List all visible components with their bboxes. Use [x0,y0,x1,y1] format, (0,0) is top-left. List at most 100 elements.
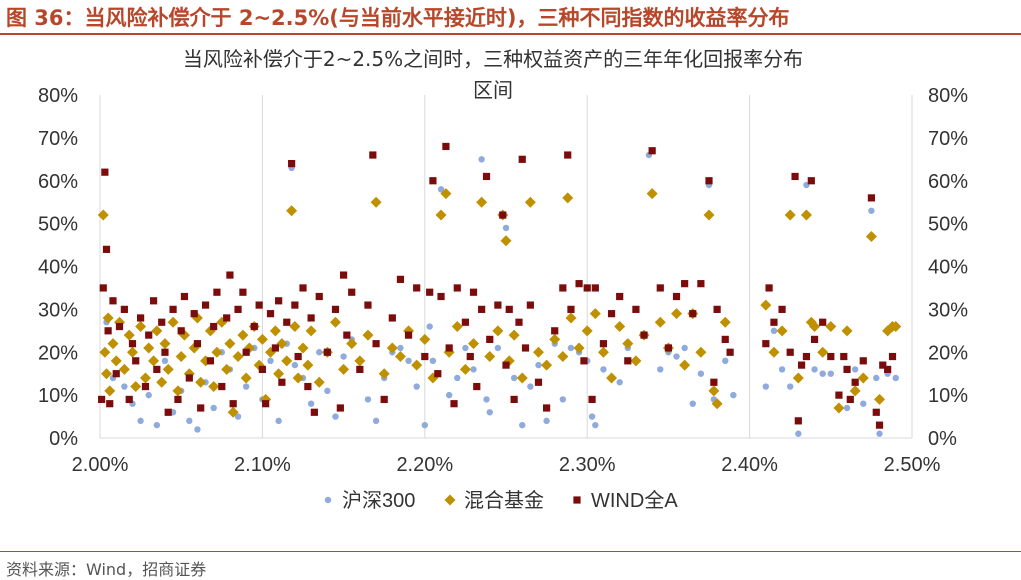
data-point [515,318,523,326]
data-point [186,417,193,425]
data-point [630,355,642,367]
data-point [292,372,304,384]
y-tick-label-right: 70% [928,128,968,150]
data-point [516,372,528,384]
data-point [562,192,574,204]
data-point [575,280,583,288]
y-tick-label-right: 80% [928,85,968,107]
data-point [573,342,585,354]
data-point [719,316,731,328]
data-point [275,297,283,305]
y-tick-label-left: 10% [38,385,78,407]
data-point [413,383,420,390]
data-point [564,151,572,159]
data-point [591,284,599,292]
data-point [624,357,632,365]
data-point [510,374,518,382]
data-point [104,327,112,335]
data-point [592,421,599,429]
data-point [778,305,786,313]
data-point [149,297,158,305]
data-point [242,383,250,390]
data-point [413,284,421,292]
data-point [104,385,116,397]
data-point [185,374,193,382]
data-point [286,205,298,217]
data-point [600,366,607,373]
data-point [879,361,887,369]
data-point [583,284,591,292]
data-point [559,396,567,403]
data-point [484,351,496,363]
data-point [588,413,596,420]
data-point [332,413,339,420]
data-point [297,342,309,354]
data-point [137,314,145,322]
data-point [338,363,350,375]
data-point [289,321,301,333]
data-point [394,351,406,363]
data-point [213,288,221,296]
data-point [281,355,293,367]
data-point [524,196,536,208]
data-point [765,284,773,292]
data-point [324,387,331,395]
data-point [526,301,534,309]
data-point [141,382,150,391]
data-point [106,400,114,408]
legend-marker [444,494,456,506]
y-tick-label-left: 70% [38,128,78,150]
data-point [336,404,344,412]
data-point [786,348,794,356]
data-point [313,376,325,388]
data-point [710,378,718,386]
data-point [722,357,729,365]
data-point [153,421,161,429]
data-point [502,361,510,369]
data-point [527,383,534,390]
data-point [262,400,270,408]
data-point [599,340,608,348]
data-point [483,396,490,403]
data-point [494,344,502,352]
series-0 [101,151,899,437]
series-2 [98,142,897,429]
scatter-chart: 当风险补偿介于2~2.5%之间时，三种权益资产的三年年化回报率分布 区间 0% 1… [38,47,968,512]
legend: 沪深300 混合基金 WIND全A [324,489,678,512]
data-point [256,333,268,345]
data-point [386,342,398,354]
data-point [726,348,734,356]
data-point [305,325,317,337]
data-point [242,348,250,356]
data-point [567,344,575,352]
data-point [817,346,829,358]
data-point [378,368,390,380]
data-point [476,196,488,208]
data-point [195,376,207,388]
data-point [453,284,461,292]
data-point [362,329,374,341]
data-point [606,372,618,384]
data-point [343,331,351,339]
data-point [275,417,282,425]
y-axis-right: 0% 10% 20% 30% 40% 50% 60% 70% 80% [928,85,968,450]
data-point [825,321,837,333]
data-point [267,357,274,365]
data-point [543,404,551,412]
data-point [211,346,223,358]
data-point [130,381,142,393]
data-point [614,321,626,333]
y-tick-label-left: 50% [38,214,78,236]
data-point [208,381,220,393]
chart-title-line-1: 当风险补偿介于2~2.5%之间时，三种权益资产的三年年化回报率分布 [183,47,803,71]
data-point [429,357,437,365]
data-point [874,393,886,405]
data-point [190,310,198,318]
data-point [107,338,119,350]
x-tick-label: 2.10% [234,454,291,476]
data-point [713,305,721,313]
y-tick-label-right: 20% [928,342,968,364]
data-point [258,365,266,373]
data-point [505,305,513,313]
vertical-gridlines [99,95,913,439]
